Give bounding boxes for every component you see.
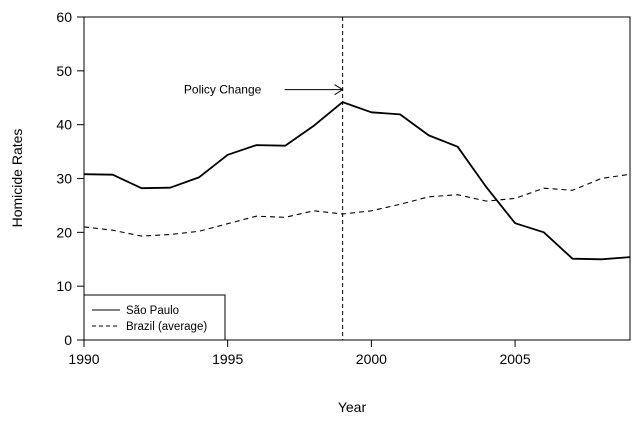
plot-frame <box>83 16 631 341</box>
legend-label-brazil: Brazil (average) <box>126 321 207 333</box>
legend-label-sao-paulo: São Paulo <box>126 305 179 317</box>
y-tick-label: 40 <box>56 117 72 133</box>
legend-box <box>83 294 226 341</box>
series-line-sao-paulo <box>83 101 631 261</box>
y-tick-label: 20 <box>56 224 72 240</box>
x-axis-title: Year <box>338 399 367 415</box>
series-lines <box>83 101 631 261</box>
policy-annotation: Policy Change <box>184 17 344 340</box>
y-axis-title: Homicide Rates <box>9 129 25 228</box>
x-tick-label: 2000 <box>356 351 387 367</box>
policy-change-label: Policy Change <box>184 83 262 97</box>
series-line-brazil-average <box>83 173 631 237</box>
legend: São Paulo Brazil (average) <box>83 294 226 341</box>
x-axis: 1990 1995 2000 2005 <box>68 340 531 367</box>
y-tick-label: 60 <box>56 9 72 25</box>
y-tick-label: 50 <box>56 63 72 79</box>
x-tick-label: 2005 <box>499 351 530 367</box>
policy-arrow-head <box>334 84 344 96</box>
x-tick-label: 1990 <box>68 351 99 367</box>
y-tick-label: 10 <box>56 278 72 294</box>
y-tick-label: 0 <box>64 332 72 348</box>
x-tick-label: 1995 <box>212 351 243 367</box>
y-axis: 0 10 20 30 40 50 60 <box>56 9 84 348</box>
y-tick-label: 30 <box>56 171 72 187</box>
